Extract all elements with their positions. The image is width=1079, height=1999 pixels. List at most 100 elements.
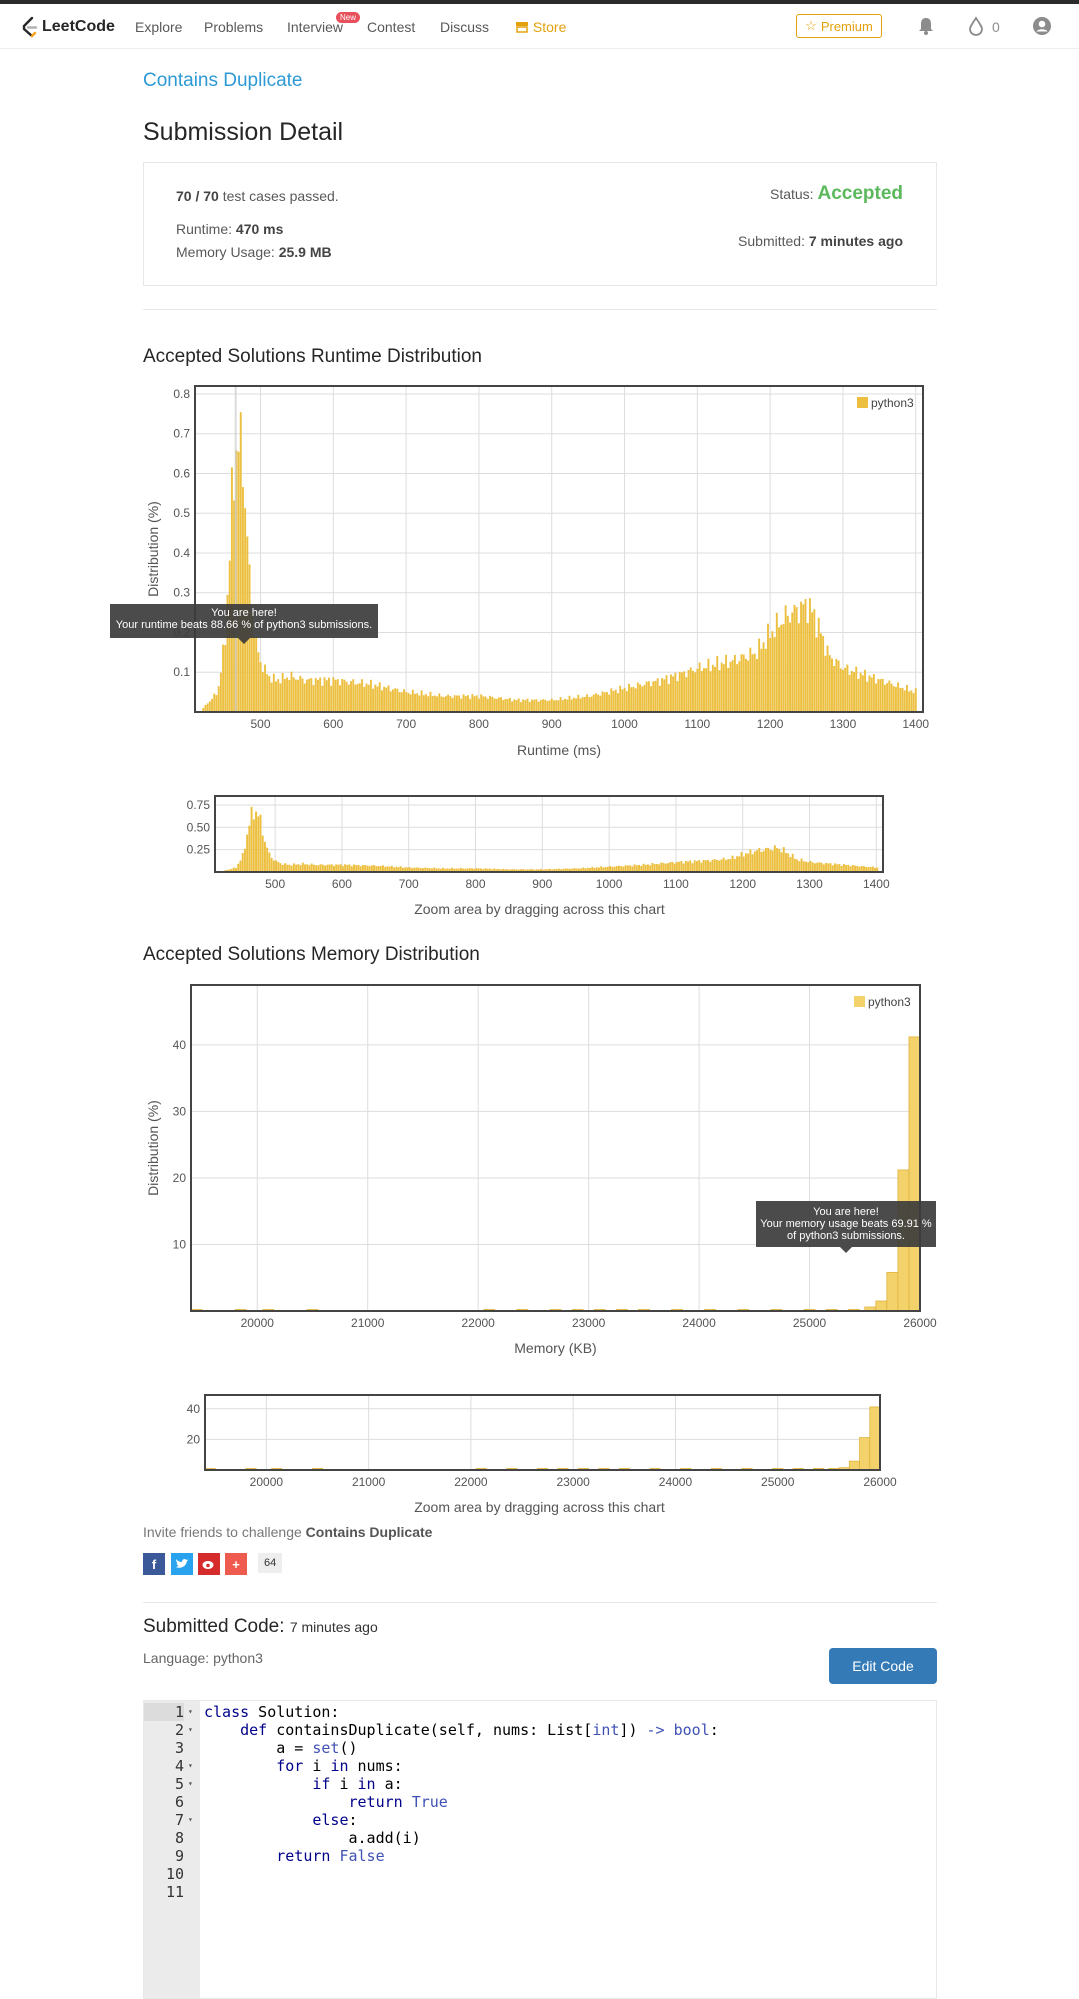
runtime-zoom-bar xyxy=(239,860,242,872)
nav-problems[interactable]: Problems xyxy=(204,19,264,35)
runtime-zoom-bar xyxy=(284,863,286,872)
runtime-bar xyxy=(767,623,769,712)
nav-explore[interactable]: Explore xyxy=(135,19,183,35)
runtime-bar xyxy=(299,675,302,712)
runtime-bar xyxy=(764,648,767,712)
runtime-zoom-bar xyxy=(368,866,371,872)
submission-detail-heading: Submission Detail xyxy=(143,118,344,146)
runtime-zoom-bar xyxy=(417,867,420,872)
runtime-zoom-bar xyxy=(736,856,738,872)
leetcode-logo[interactable]: LeetCode xyxy=(20,14,115,40)
runtime-bar xyxy=(901,687,904,712)
memory-line: Memory Usage: 25.9 MB xyxy=(176,244,332,260)
runtime-zoom-bar xyxy=(609,865,612,872)
runtime-bar xyxy=(714,666,716,712)
runtime-y-tick-label: 0.5 xyxy=(173,506,190,520)
runtime-bar xyxy=(864,669,867,712)
runtime-bar xyxy=(680,672,683,712)
add-share-icon[interactable]: + xyxy=(225,1553,247,1575)
bell-icon[interactable] xyxy=(917,16,935,36)
fold-arrow-icon[interactable]: ▾ xyxy=(188,1779,193,1788)
memory-zoom-y-tick-label: 20 xyxy=(187,1432,201,1446)
runtime-bar xyxy=(621,689,624,712)
code-line: 5 ▾ if i in a: xyxy=(144,1775,936,1793)
weibo-share-icon[interactable] xyxy=(198,1553,220,1575)
runtime-bar xyxy=(511,701,514,712)
memory-x-tick-label: 21000 xyxy=(351,1316,385,1330)
runtime-zoom-bar xyxy=(727,859,730,872)
runtime-zoom-bar xyxy=(595,867,598,872)
runtime-zoom-bar xyxy=(435,868,438,872)
runtime-zoom-bar xyxy=(593,867,596,872)
runtime-zoom-y-tick-label: 0.75 xyxy=(187,798,211,812)
runtime-bar xyxy=(590,696,593,712)
nav-contest[interactable]: Contest xyxy=(367,19,416,35)
runtime-zoom-bar xyxy=(711,859,714,872)
runtime-bar xyxy=(372,688,375,712)
runtime-bar xyxy=(517,698,520,712)
fold-arrow-icon[interactable]: ▾ xyxy=(188,1761,193,1770)
code-text: for i in nums: xyxy=(276,1757,403,1775)
memory-bar xyxy=(737,1309,750,1312)
runtime-y-tick-label: 0.6 xyxy=(173,466,190,480)
fold-arrow-icon[interactable]: ▾ xyxy=(188,1725,193,1734)
runtime-bar xyxy=(389,691,392,712)
code-line: 3 a = set() xyxy=(144,1739,936,1757)
runtime-zoom-bar xyxy=(448,868,451,872)
language-label: Language: python3 xyxy=(143,1650,263,1666)
memory-bar xyxy=(593,1309,606,1312)
passed-text: test cases passed. xyxy=(222,188,339,204)
runtime-bar xyxy=(817,617,820,712)
runtime-bar xyxy=(744,658,747,712)
runtime-zoom-bar xyxy=(462,868,465,872)
memory-bar xyxy=(190,1309,203,1312)
runtime-zoom-bar xyxy=(874,867,877,872)
runtime-bar xyxy=(429,691,432,712)
memory-bar xyxy=(825,1309,838,1312)
runtime-bar xyxy=(912,693,915,712)
runtime-bar xyxy=(310,678,313,712)
runtime-zoom-bar xyxy=(339,864,342,872)
coin-drop-icon[interactable] xyxy=(968,16,984,36)
memory-zoom-x-tick-label: 26000 xyxy=(863,1475,897,1489)
code-text: a.add(i) xyxy=(204,1829,421,1847)
problem-title-link[interactable]: Contains Duplicate xyxy=(143,70,303,91)
runtime-zoom-bar xyxy=(553,868,556,872)
runtime-bar xyxy=(506,698,509,712)
runtime-zoom-bar xyxy=(655,863,658,872)
runtime-bar xyxy=(645,681,648,712)
runtime-zoom-bar xyxy=(615,866,618,872)
runtime-zoom-bar xyxy=(495,868,498,872)
runtime-bar xyxy=(910,690,913,712)
runtime-bar xyxy=(601,691,604,712)
runtime-zoom-bar xyxy=(622,866,625,872)
runtime-zoom-bar xyxy=(767,847,770,872)
runtime-zoom-bar xyxy=(272,860,275,872)
facebook-share-icon[interactable]: f xyxy=(143,1553,165,1575)
nav-discuss[interactable]: Discuss xyxy=(440,19,490,35)
runtime-zoom-bar xyxy=(459,867,462,872)
code-text: return True xyxy=(348,1793,448,1811)
runtime-zoom-bar xyxy=(444,868,447,872)
runtime-bar xyxy=(669,674,672,712)
runtime-bar xyxy=(771,631,774,712)
runtime-bar xyxy=(740,654,743,712)
runtime-zoom-bar xyxy=(580,868,583,872)
nav-store[interactable]: Store xyxy=(515,19,566,35)
runtime-bar xyxy=(883,684,886,712)
user-avatar-icon[interactable] xyxy=(1032,16,1052,36)
line-number: 7 xyxy=(174,1811,184,1829)
line-number: 3 xyxy=(174,1739,184,1757)
fold-arrow-icon[interactable]: ▾ xyxy=(188,1815,193,1824)
code-editor[interactable]: 1 ▾ class Solution: 2 ▾ def containsDuplicat… xyxy=(143,1700,937,1999)
nav-interview[interactable]: Interview xyxy=(287,19,344,35)
fold-arrow-icon[interactable]: ▾ xyxy=(188,1707,193,1716)
twitter-share-icon[interactable] xyxy=(171,1553,193,1575)
runtime-zoom-bar xyxy=(851,864,854,872)
runtime-bar xyxy=(537,701,540,712)
runtime-bar xyxy=(789,622,791,712)
runtime-bar xyxy=(504,699,507,712)
runtime-x-axis-title: Runtime (ms) xyxy=(517,742,601,758)
edit-code-button[interactable]: Edit Code xyxy=(829,1648,937,1684)
premium-button[interactable]: ☆ Premium xyxy=(796,14,882,38)
